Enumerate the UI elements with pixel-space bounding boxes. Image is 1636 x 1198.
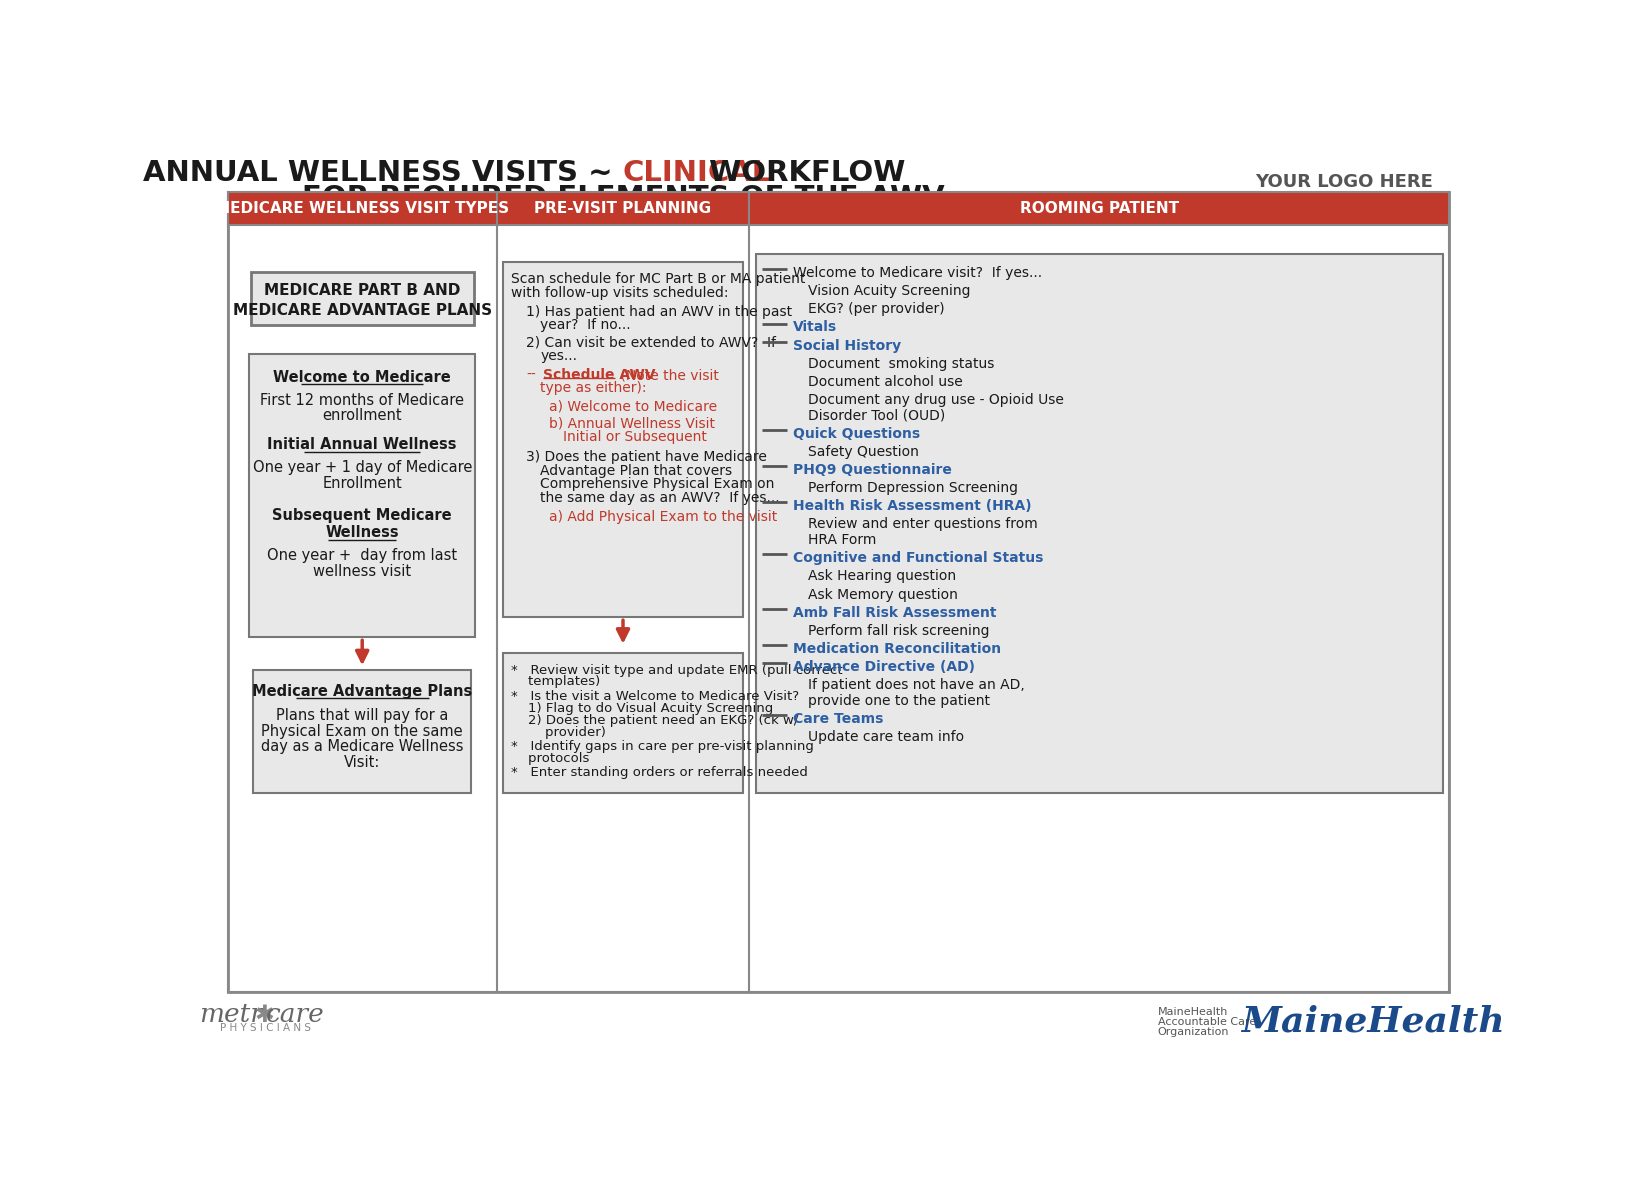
Text: Ask Hearing question: Ask Hearing question [808,569,957,583]
Text: Wellness: Wellness [326,525,399,540]
Text: WORKFLOW: WORKFLOW [699,159,905,187]
Text: metr: metr [198,1003,263,1027]
Text: Welcome to Medicare visit?  If yes...: Welcome to Medicare visit? If yes... [793,266,1042,280]
Text: Initial or Subsequent: Initial or Subsequent [563,430,707,444]
Text: MEDICARE WELLNESS VISIT TYPES: MEDICARE WELLNESS VISIT TYPES [216,201,509,217]
Text: (Note the visit: (Note the visit [617,368,718,382]
Text: Document alcohol use: Document alcohol use [808,375,964,389]
Text: Scan schedule for MC Part B or MA patient: Scan schedule for MC Part B or MA patien… [510,272,805,286]
Text: protocols: protocols [510,752,589,764]
Text: Accountable Care: Accountable Care [1158,1017,1256,1027]
Text: Document  smoking status: Document smoking status [808,357,995,370]
Text: One year +  day from last: One year + day from last [267,549,458,563]
Bar [254,670,471,793]
Bar [249,353,476,637]
Text: a) Add Physical Exam to the visit: a) Add Physical Exam to the visit [550,509,777,524]
Text: Subsequent Medicare: Subsequent Medicare [273,508,452,524]
Text: P H Y S I C I A N S: P H Y S I C I A N S [221,1023,311,1034]
Text: Document any drug use - Opioid Use: Document any drug use - Opioid Use [808,393,1063,407]
Text: Disorder Tool (OUD): Disorder Tool (OUD) [808,409,946,423]
Text: Ask Memory question: Ask Memory question [808,587,959,601]
Bar [227,192,497,225]
Text: the same day as an AWV?  If yes...: the same day as an AWV? If yes... [540,491,780,504]
Text: Medicare Advantage Plans: Medicare Advantage Plans [252,684,473,698]
Text: type as either):: type as either): [540,381,646,395]
Text: Update care team info: Update care team info [808,730,964,744]
Text: with follow-up visits scheduled:: with follow-up visits scheduled: [510,286,728,300]
Text: MaineHealth: MaineHealth [1158,1006,1229,1017]
Text: 2) Does the patient need an EKG? (ck w/: 2) Does the patient need an EKG? (ck w/ [510,714,798,727]
Text: Comprehensive Physical Exam on: Comprehensive Physical Exam on [540,477,774,491]
Text: HRA Form: HRA Form [808,533,877,547]
Bar [756,254,1443,793]
Text: Review and enter questions from: Review and enter questions from [808,518,1037,532]
Text: 3) Does the patient have Medicare: 3) Does the patient have Medicare [527,450,767,464]
Text: yes...: yes... [540,349,578,363]
Text: Organization: Organization [1158,1027,1229,1036]
Text: Health Risk Assessment (HRA): Health Risk Assessment (HRA) [793,500,1031,513]
Text: ✱: ✱ [254,1003,275,1027]
Text: --: -- [527,368,537,382]
Text: MaineHealth: MaineHealth [1242,1005,1505,1039]
Text: Advance Directive (AD): Advance Directive (AD) [793,660,975,674]
Text: Physical Exam on the same: Physical Exam on the same [262,724,463,739]
Text: 2) Can visit be extended to AWV?  If: 2) Can visit be extended to AWV? If [527,335,775,350]
Text: templates): templates) [510,676,600,689]
Text: year?  If no...: year? If no... [540,319,631,332]
Text: day as a Medicare Wellness: day as a Medicare Wellness [262,739,463,755]
Text: wellness visit: wellness visit [312,563,411,579]
Text: FOR REQUIRED ELEMENTS OF THE AWV: FOR REQUIRED ELEMENTS OF THE AWV [301,183,944,212]
Text: Perform Depression Screening: Perform Depression Screening [808,482,1018,495]
Text: EKG? (per provider): EKG? (per provider) [808,302,946,316]
Text: One year + 1 day of Medicare: One year + 1 day of Medicare [252,460,471,476]
Text: Social History: Social History [793,339,901,352]
Text: YOUR LOGO HERE: YOUR LOGO HERE [1255,174,1433,192]
Text: Medication Reconcilitation: Medication Reconcilitation [793,642,1001,655]
Text: provider): provider) [510,726,605,739]
Text: If patient does not have an AD,: If patient does not have an AD, [808,678,1026,692]
Text: b) Annual Wellness Visit: b) Annual Wellness Visit [550,417,715,430]
Text: 1) Has patient had an AWV in the past: 1) Has patient had an AWV in the past [527,304,792,319]
Text: Welcome to Medicare: Welcome to Medicare [273,369,452,385]
Text: Enrollment: Enrollment [322,476,402,491]
Bar [502,261,743,617]
Text: care: care [265,1003,324,1027]
Text: Initial Annual Wellness: Initial Annual Wellness [267,437,456,453]
Text: a) Welcome to Medicare: a) Welcome to Medicare [550,399,718,413]
Text: *   Is the visit a Welcome to Medicare Visit?: * Is the visit a Welcome to Medicare Vis… [510,690,798,703]
Text: ANNUAL WELLNESS VISITS ~: ANNUAL WELLNESS VISITS ~ [144,159,623,187]
Text: Schedule AWV: Schedule AWV [543,368,656,382]
Text: 1) Flag to do Visual Acuity Screening: 1) Flag to do Visual Acuity Screening [510,702,772,715]
Text: MEDICARE PART B AND: MEDICARE PART B AND [263,283,460,298]
Text: enrollment: enrollment [322,409,402,423]
Text: PRE-VISIT PLANNING: PRE-VISIT PLANNING [535,201,712,217]
Text: PHQ9 Questionnaire: PHQ9 Questionnaire [793,464,952,477]
Text: Amb Fall Risk Assessment: Amb Fall Risk Assessment [793,606,996,619]
Text: Quick Questions: Quick Questions [793,426,919,441]
Text: Visit:: Visit: [344,755,381,769]
Text: Vision Acuity Screening: Vision Acuity Screening [808,284,970,298]
Text: *   Enter standing orders or referrals needed: * Enter standing orders or referrals nee… [510,767,808,779]
Text: CLINICAL: CLINICAL [623,159,771,187]
Text: Safety Question: Safety Question [808,444,919,459]
Text: Perform fall risk screening: Perform fall risk screening [808,624,990,637]
Text: Plans that will pay for a: Plans that will pay for a [276,708,448,724]
Text: Cognitive and Functional Status: Cognitive and Functional Status [793,551,1044,565]
Text: First 12 months of Medicare: First 12 months of Medicare [260,393,465,407]
Bar [227,192,1449,992]
Text: ROOMING PATIENT: ROOMING PATIENT [1019,201,1180,217]
Bar [749,192,1449,225]
Text: *   Review visit type and update EMR (pull correct: * Review visit type and update EMR (pull… [510,664,843,677]
Text: Advantage Plan that covers: Advantage Plan that covers [540,464,733,478]
Text: provide one to the patient: provide one to the patient [808,694,990,708]
Text: Care Teams: Care Teams [793,712,883,726]
Text: *   Identify gaps in care per pre-visit planning: * Identify gaps in care per pre-visit pl… [510,740,813,752]
Text: Vitals: Vitals [793,321,838,334]
Bar [497,192,749,225]
Bar [250,272,474,325]
Text: MEDICARE ADVANTAGE PLANS: MEDICARE ADVANTAGE PLANS [232,303,492,317]
Bar [502,653,743,793]
